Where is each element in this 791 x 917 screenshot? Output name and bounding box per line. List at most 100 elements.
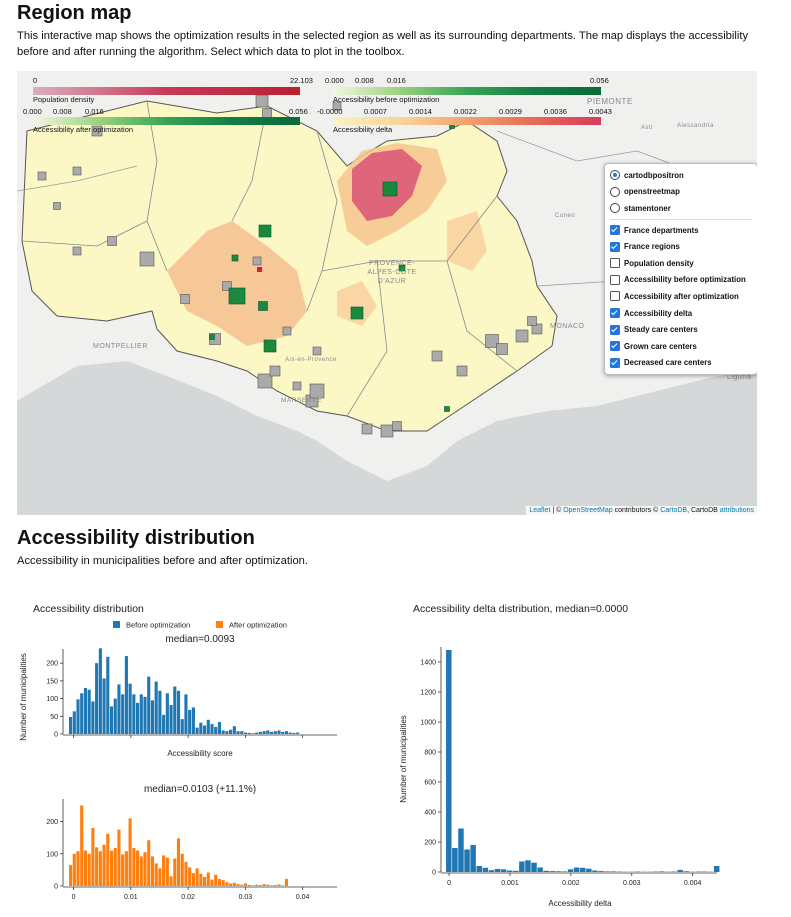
steady-care-center-marker[interactable] xyxy=(257,373,273,389)
histogram-bar xyxy=(243,883,248,886)
histogram-bar xyxy=(165,857,169,886)
grown-care-center-marker[interactable] xyxy=(263,339,277,353)
checkbox[interactable] xyxy=(610,274,620,285)
y-tick-label: 100 xyxy=(46,696,58,703)
histogram-bar xyxy=(217,721,222,734)
base-layer-openstreetmap[interactable]: openstreetmap xyxy=(610,184,752,201)
radio-button[interactable] xyxy=(610,186,620,197)
grown-care-center-marker[interactable] xyxy=(258,224,272,238)
steady-care-center-marker[interactable] xyxy=(72,166,82,176)
y-tick-label: 50 xyxy=(50,714,58,721)
steady-care-center-marker[interactable] xyxy=(515,329,529,343)
steady-care-center-marker[interactable] xyxy=(222,281,232,291)
x-tick-label: 0.01 xyxy=(124,894,138,901)
overlay-decreased-care-centers[interactable]: Decreased care centers xyxy=(610,355,752,372)
base-layer-stamentoner[interactable]: stamentoner xyxy=(610,200,752,217)
steady-care-center-marker[interactable] xyxy=(431,350,443,362)
grown-care-center-marker[interactable] xyxy=(258,301,268,311)
steady-care-center-marker[interactable] xyxy=(496,343,508,355)
steady-care-center-marker[interactable] xyxy=(37,171,47,181)
checkbox[interactable] xyxy=(610,324,620,335)
overlay-france-departments[interactable]: France departments xyxy=(610,222,752,239)
grown-care-center-marker[interactable] xyxy=(382,181,398,197)
cartodb-link[interactable]: CartoDB xyxy=(660,507,688,514)
grown-care-center-marker[interactable] xyxy=(398,264,406,272)
checkbox[interactable] xyxy=(610,341,620,352)
steady-care-center-marker[interactable] xyxy=(107,236,117,246)
checkbox[interactable] xyxy=(610,258,620,269)
histogram-bar xyxy=(98,851,102,886)
grown-care-center-marker[interactable] xyxy=(444,406,450,412)
histogram-bar xyxy=(659,871,665,872)
steady-care-center-marker[interactable] xyxy=(91,125,103,137)
histogram-bar xyxy=(240,731,244,734)
grown-care-center-marker[interactable] xyxy=(228,287,246,305)
steady-care-center-marker[interactable] xyxy=(312,346,322,356)
histogram-bar xyxy=(232,726,236,734)
grown-care-center-marker[interactable] xyxy=(350,306,364,320)
histogram-bar xyxy=(604,871,610,872)
map-canvas[interactable] xyxy=(17,71,757,515)
grown-care-center-marker[interactable] xyxy=(209,334,215,340)
attributions-link[interactable]: attributions xyxy=(719,507,754,514)
y-tick-label: 200 xyxy=(424,840,436,847)
y-tick-label: 1400 xyxy=(420,660,436,667)
overlay-france-regions[interactable]: France regions xyxy=(610,238,752,255)
checkbox[interactable] xyxy=(610,291,620,302)
legend-swatch-after xyxy=(216,621,223,628)
overlay-accessibility-delta[interactable]: Accessibility delta xyxy=(610,305,752,322)
radio-button[interactable] xyxy=(610,203,620,214)
steady-care-center-marker[interactable] xyxy=(282,326,292,336)
histogram-bar xyxy=(206,719,210,734)
checkbox[interactable] xyxy=(610,225,620,236)
layer-toolbox[interactable]: cartodbpositron openstreetmap stamentoner … xyxy=(604,163,757,376)
overlay-population-density[interactable]: Population density xyxy=(610,255,752,272)
steady-care-center-marker[interactable] xyxy=(531,323,543,335)
histogram-bar xyxy=(506,870,513,872)
grown-care-center-marker[interactable] xyxy=(231,254,239,262)
steady-care-center-marker[interactable] xyxy=(252,256,262,266)
overlay-steady-care-centers[interactable]: Steady care centers xyxy=(610,321,752,338)
steady-care-center-marker[interactable] xyxy=(139,251,155,267)
steady-care-center-marker[interactable] xyxy=(309,383,325,399)
overlay-accessibility-before-optimization[interactable]: Accessibility before optimization xyxy=(610,272,752,289)
steady-care-center-marker[interactable] xyxy=(269,365,281,377)
histogram-bar xyxy=(102,844,106,886)
steady-care-center-marker[interactable] xyxy=(180,294,190,304)
overlay-accessibility-after-optimization[interactable]: Accessibility after optimization xyxy=(610,288,752,305)
histogram-bar xyxy=(69,865,73,886)
overlay-grown-care-centers[interactable]: Grown care centers xyxy=(610,338,752,355)
steady-care-center-marker[interactable] xyxy=(292,381,302,391)
histogram-bar xyxy=(199,722,203,734)
histogram-bar xyxy=(139,856,143,886)
steady-care-center-marker[interactable] xyxy=(361,423,373,435)
decreased-care-center-marker[interactable] xyxy=(257,267,262,272)
steady-care-center-marker[interactable] xyxy=(332,101,342,111)
histogram-bar xyxy=(277,730,281,734)
x-tick-label: 0.004 xyxy=(684,880,702,887)
legend-delta-tick-5: 0.0036 xyxy=(544,107,567,116)
steady-care-center-marker[interactable] xyxy=(380,424,394,438)
region-map[interactable]: 0 22.103 Population density 0.000 0.008 … xyxy=(17,71,757,515)
steady-care-center-marker[interactable] xyxy=(255,94,269,108)
checkbox[interactable] xyxy=(610,308,620,319)
histogram-bar xyxy=(109,706,114,734)
legend-accessibility-before-bar xyxy=(333,87,601,95)
histogram-bar xyxy=(610,871,616,872)
steady-care-center-marker[interactable] xyxy=(456,365,468,377)
histogram-bar xyxy=(188,709,192,734)
steady-care-center-marker[interactable] xyxy=(72,246,82,256)
steady-care-center-marker[interactable] xyxy=(485,334,499,348)
radio-button[interactable] xyxy=(610,170,620,181)
checkbox[interactable] xyxy=(610,241,620,252)
leaflet-link[interactable]: Leaflet xyxy=(529,507,551,514)
osm-link[interactable]: OpenStreetMap xyxy=(563,507,613,514)
steady-care-center-marker[interactable] xyxy=(53,202,61,210)
histogram-bar xyxy=(169,876,173,886)
base-layer-cartodbpositron[interactable]: cartodbpositron xyxy=(610,167,752,184)
steady-care-center-marker[interactable] xyxy=(527,316,537,326)
steady-care-center-marker[interactable] xyxy=(392,421,402,431)
legend-population-density-tick-0: 0 xyxy=(33,76,38,85)
histogram-bar xyxy=(549,871,556,872)
checkbox[interactable] xyxy=(610,357,620,368)
